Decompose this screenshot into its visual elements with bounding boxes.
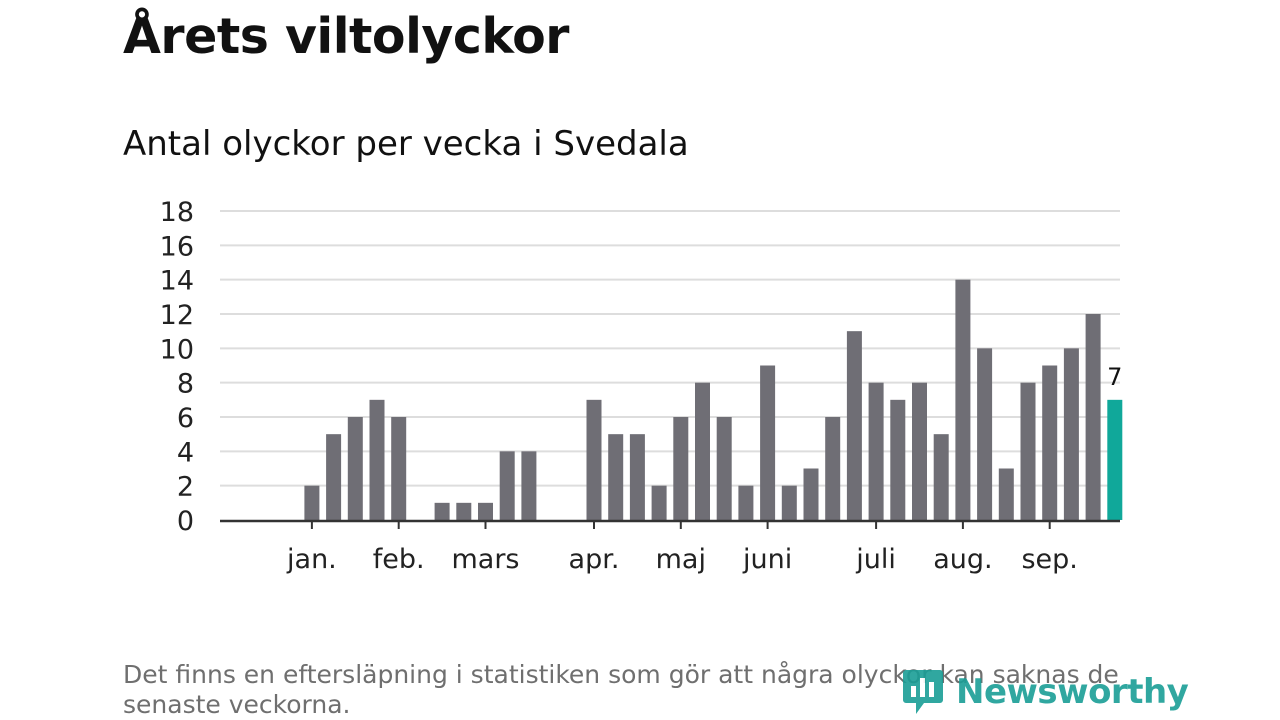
bar	[933, 434, 949, 520]
y-tick-label: 16	[160, 231, 194, 262]
x-tick-label: juni	[742, 544, 792, 575]
bar	[977, 348, 993, 520]
x-tick-label: aug.	[933, 544, 992, 575]
bar	[760, 365, 776, 520]
bar	[846, 331, 862, 520]
bar	[456, 502, 472, 520]
bar	[912, 382, 927, 520]
bar	[651, 485, 667, 520]
bar	[1042, 365, 1058, 520]
bar	[391, 417, 407, 520]
bar	[629, 434, 645, 520]
bar	[304, 485, 320, 520]
bar	[586, 399, 602, 520]
bar	[499, 451, 515, 520]
y-tick-label: 18	[160, 197, 194, 228]
bar	[890, 399, 906, 520]
bar	[347, 417, 363, 520]
x-tick-label: jan.	[286, 544, 337, 575]
bar	[716, 417, 732, 520]
bar	[1020, 382, 1036, 520]
y-tick-label: 8	[177, 369, 194, 400]
bar	[695, 382, 710, 520]
bar	[434, 502, 450, 520]
bar	[673, 417, 689, 520]
bar	[803, 468, 819, 520]
x-tick-label: juli	[855, 544, 896, 575]
bar	[738, 485, 754, 520]
bar	[326, 434, 342, 520]
data-label: 7	[1107, 363, 1122, 391]
y-tick-label: 2	[177, 472, 194, 503]
newsworthy-logo-icon	[903, 670, 943, 714]
bar	[1085, 314, 1101, 520]
footnote: Det finns en eftersläpning i statistiken…	[123, 660, 1119, 719]
bar	[608, 434, 624, 520]
x-tick-label: apr.	[569, 544, 620, 575]
x-tick-label: feb.	[373, 544, 425, 575]
bar	[868, 382, 884, 520]
y-tick-label: 0	[177, 506, 194, 537]
chart-subtitle: Antal olyckor per vecka i Svedala	[123, 124, 689, 164]
bar	[478, 502, 493, 520]
chart-title: Årets viltolyckor	[123, 8, 569, 65]
y-tick-label: 12	[160, 300, 194, 331]
bar-highlight	[1107, 399, 1123, 520]
bar	[955, 279, 971, 520]
x-tick-label: maj	[656, 544, 706, 575]
bar	[781, 485, 797, 520]
x-tick-label: sep.	[1021, 544, 1077, 575]
newsworthy-logo: Newsworthy	[902, 664, 1189, 720]
x-tick-label: mars	[451, 544, 519, 575]
y-tick-label: 14	[160, 266, 194, 297]
y-tick-label: 10	[160, 334, 194, 365]
bar	[369, 399, 385, 520]
newsworthy-logo-text: Newsworthy	[956, 672, 1189, 712]
bar	[521, 451, 537, 520]
y-tick-label: 4	[177, 437, 194, 468]
bar	[825, 417, 841, 520]
bar	[998, 468, 1014, 520]
bar	[1063, 348, 1079, 520]
y-tick-label: 6	[177, 403, 194, 434]
